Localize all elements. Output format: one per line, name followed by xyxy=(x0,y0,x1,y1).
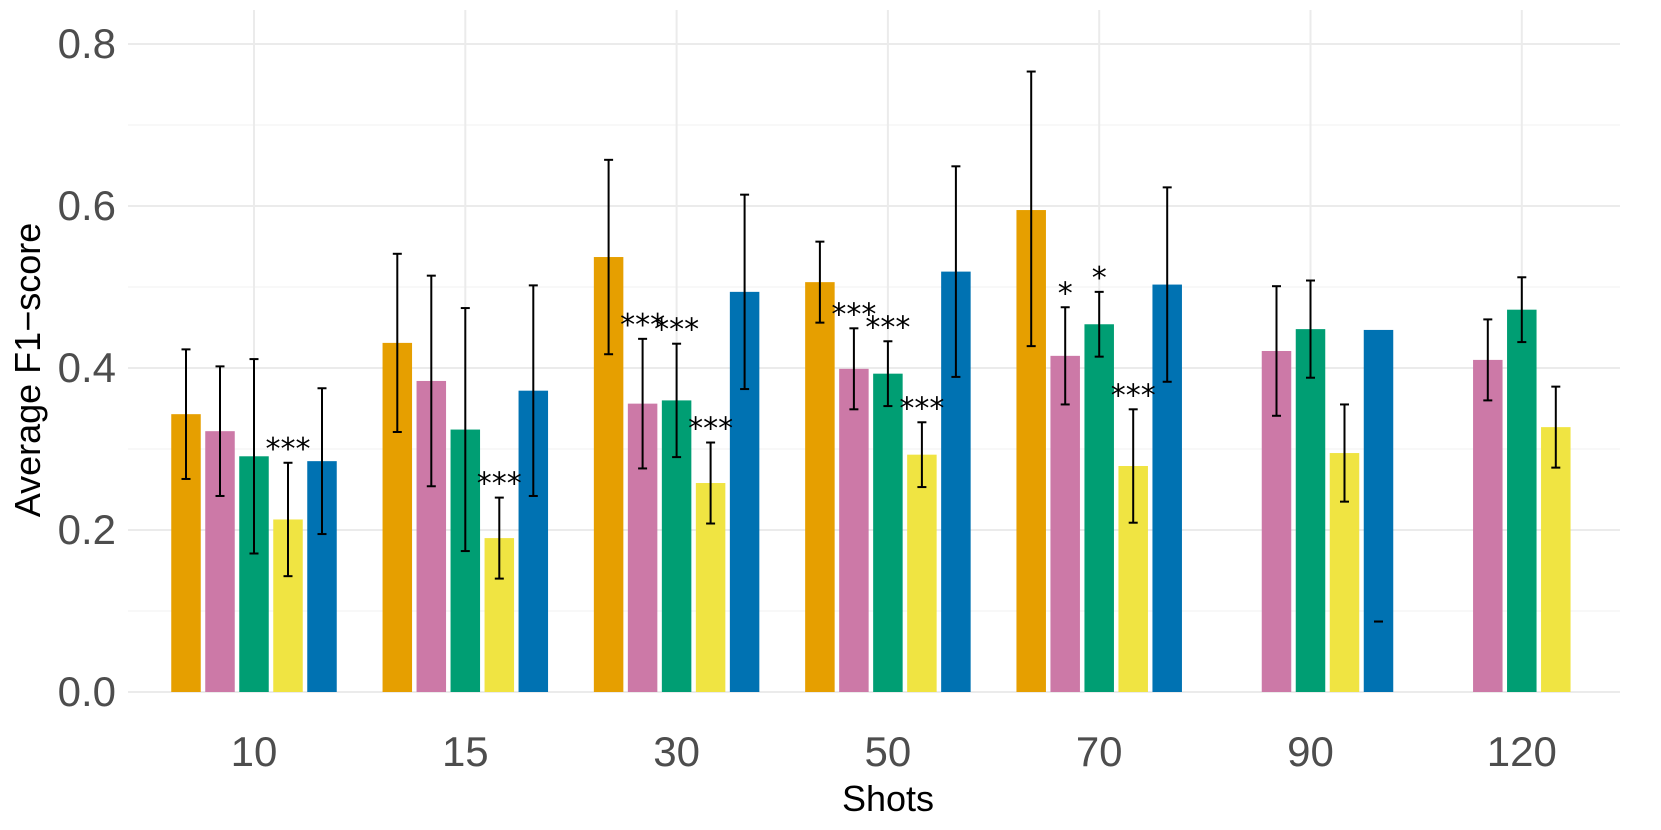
bar xyxy=(1084,324,1114,692)
y-tick-label: 0.0 xyxy=(58,668,116,715)
bar xyxy=(1295,329,1326,692)
significance-marker: *** xyxy=(266,432,311,467)
x-tick-label: 15 xyxy=(442,728,489,775)
error-bar xyxy=(638,337,648,470)
x-tick-label: 50 xyxy=(865,728,912,775)
y-axis-label: Average F1−score xyxy=(7,223,48,518)
error-bar xyxy=(917,421,927,489)
error-bars xyxy=(181,70,1561,623)
bar xyxy=(1050,355,1080,692)
x-axis-label: Shots xyxy=(842,778,934,819)
y-tick-label: 0.6 xyxy=(58,182,116,229)
error-bar xyxy=(460,307,470,553)
error-bar xyxy=(317,387,327,536)
significance-marker: *** xyxy=(899,391,944,426)
error-bar xyxy=(1272,285,1281,417)
error-bar xyxy=(815,240,825,324)
error-bar xyxy=(283,461,293,578)
bar xyxy=(907,454,937,692)
error-bar xyxy=(706,441,716,525)
error-bar xyxy=(1128,408,1138,524)
y-tick-label: 0.4 xyxy=(58,344,116,391)
significance-marker: *** xyxy=(1111,378,1156,413)
error-bar xyxy=(528,284,538,497)
error-bar xyxy=(392,252,402,433)
bar xyxy=(805,282,835,692)
error-bar xyxy=(604,158,614,356)
significance-marker: *** xyxy=(688,412,733,447)
bar xyxy=(1541,427,1571,692)
x-tick-label: 90 xyxy=(1287,728,1334,775)
bars xyxy=(171,210,1571,693)
significance-marker: *** xyxy=(831,297,876,332)
bar xyxy=(839,368,869,692)
y-tick-label: 0.8 xyxy=(58,20,116,67)
significance-marker: *** xyxy=(654,313,699,348)
error-bar xyxy=(1162,186,1172,383)
bar xyxy=(1507,309,1537,692)
error-bar xyxy=(249,358,259,555)
error-bar xyxy=(494,496,504,580)
significance-marker: *** xyxy=(865,310,910,345)
x-tick-label: 30 xyxy=(653,728,700,775)
error-bar xyxy=(1340,403,1349,503)
significance-marker: * xyxy=(1092,261,1107,296)
x-tick-label: 120 xyxy=(1487,728,1557,775)
y-axis-ticks: 0.0 0.2 0.4 0.6 0.8 xyxy=(58,20,116,715)
error-bar xyxy=(1517,276,1527,344)
significance-marker: * xyxy=(1058,276,1073,311)
error-bar xyxy=(672,342,682,459)
error-bar xyxy=(181,348,191,480)
error-bar xyxy=(1026,70,1036,348)
error-bar xyxy=(883,340,893,408)
error-bar xyxy=(1060,306,1070,406)
bar xyxy=(1473,359,1503,692)
bar xyxy=(1363,329,1394,692)
significance-marker: *** xyxy=(477,467,522,502)
error-bar xyxy=(1306,279,1315,379)
y-tick-label: 0.2 xyxy=(58,506,116,553)
x-tick-label: 10 xyxy=(231,728,278,775)
x-tick-label: 70 xyxy=(1076,728,1123,775)
significance-marker: *** xyxy=(620,308,665,343)
error-bar xyxy=(215,365,225,497)
error-bar xyxy=(740,193,750,391)
error-bar xyxy=(1483,318,1493,402)
error-bar xyxy=(849,327,859,411)
error-bar xyxy=(1551,385,1561,469)
error-bar xyxy=(426,274,436,488)
x-axis-ticks: 10 15 30 50 70 90 120 xyxy=(231,728,1557,775)
bar xyxy=(873,373,903,692)
error-bar xyxy=(1094,290,1104,358)
error-bar xyxy=(951,165,961,378)
significance-markers: ************************* **** xyxy=(266,261,1156,502)
